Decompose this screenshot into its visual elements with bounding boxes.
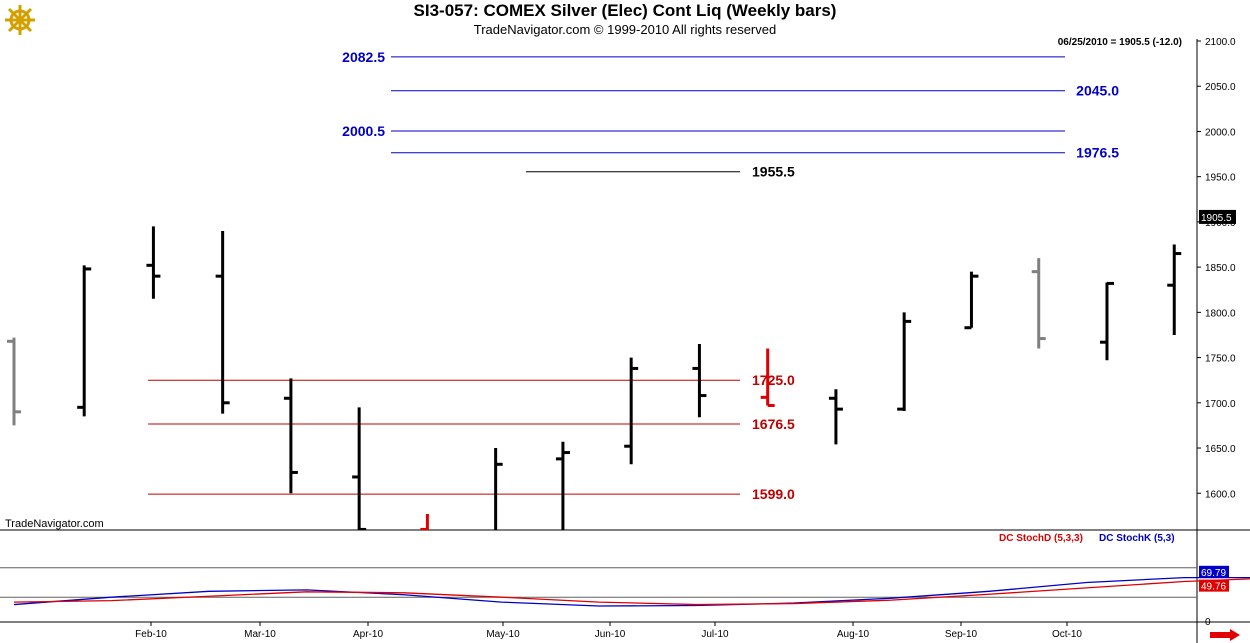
last-quote: 06/25/2010 = 1905.5 (-12.0)	[1057, 37, 1182, 48]
ohlc-bar	[624, 357, 639, 465]
level-label: 1676.5	[752, 416, 795, 432]
ohlc-bar	[283, 378, 298, 494]
osc-tick-label: 0	[1205, 617, 1211, 628]
y-tick-label: 1800.0	[1205, 308, 1236, 319]
ohlc-bar	[1236, 231, 1250, 397]
ohlc-bar	[77, 265, 92, 417]
x-tick-label: Jun-10	[595, 629, 626, 640]
osc-series-line	[13, 578, 1250, 606]
ohlc-bar	[760, 348, 775, 408]
osc-series-line	[13, 576, 1250, 607]
y-tick-label: 1850.0	[1205, 263, 1236, 274]
level-label: 2045.0	[1076, 83, 1119, 99]
ohlc-bar	[146, 226, 161, 299]
chart-frame	[0, 39, 1250, 643]
x-tick-label: Sep-10	[945, 629, 978, 640]
x-tick-label: Mar-10	[244, 629, 276, 640]
y-tick-label: 1600.0	[1205, 489, 1236, 500]
osc-value-box	[1199, 579, 1229, 592]
x-tick-label: Feb-10	[135, 629, 167, 640]
scroll-right-arrow-icon[interactable]	[1210, 629, 1240, 641]
chart-title: SI3-057: COMEX Silver (Elec) Cont Liq (W…	[413, 1, 837, 20]
osc-value-label: 69.79	[1201, 568, 1226, 579]
x-tick-label: May-10	[486, 629, 520, 640]
y-tick-label: 2100.0	[1205, 37, 1236, 48]
ohlc-bar	[1099, 281, 1114, 361]
x-tick-label: Jul-10	[701, 629, 729, 640]
ohlc-bar	[964, 271, 979, 330]
y-tick-label: 1650.0	[1205, 444, 1236, 455]
y-tick-label: 2050.0	[1205, 82, 1236, 93]
level-label: 1976.5	[1076, 145, 1119, 161]
y-tick-label: 1750.0	[1205, 354, 1236, 365]
level-label: 1599.0	[752, 486, 795, 502]
ohlc-bar	[897, 312, 912, 411]
x-tick-label: Oct-10	[1052, 629, 1082, 640]
watermark: TradeNavigator.com	[5, 518, 104, 530]
ohlc-bar	[828, 389, 843, 445]
last-price-box	[1199, 209, 1236, 224]
time-axis: Feb-10 Mar-10 Apr-10 May-10 Jun-10 Jul-10 Aug-…	[135, 622, 1082, 640]
ohlc-bar	[555, 441, 570, 530]
price-axis: 1600.01650.01700.01750.01800.01850.01900…	[1197, 37, 1236, 500]
ohlc-bar	[1031, 258, 1046, 349]
stochastic-panel: 69.79 49.76 0	[0, 565, 1250, 628]
ship-wheel-logo-icon	[5, 5, 35, 35]
x-tick-label: Aug-10	[837, 629, 870, 640]
osc-value-label: 49.76	[1201, 582, 1226, 593]
y-tick-label: 1950.0	[1205, 173, 1236, 184]
x-tick-label: Apr-10	[353, 629, 383, 640]
ohlc-bar	[1167, 244, 1182, 335]
ohlc-bar	[215, 230, 230, 414]
level-label: 2000.5	[342, 123, 385, 139]
level-label: 1955.5	[752, 164, 795, 180]
ohlc-bar	[420, 514, 429, 530]
price-bars	[7, 226, 1250, 530]
osc-value-box	[1199, 565, 1229, 578]
stoch-k-legend: DC StochK (5,3)	[1099, 533, 1175, 544]
ohlc-bar	[494, 448, 503, 530]
ohlc-bar	[692, 344, 707, 418]
level-label: 2082.5	[342, 49, 385, 65]
chart-subtitle: TradeNavigator.com © 1999-2010 All right…	[473, 22, 777, 37]
last-price-label: 1905.5	[1201, 213, 1232, 224]
y-tick-label: 1700.0	[1205, 399, 1236, 410]
level-label: 1725.0	[752, 372, 795, 388]
y-tick-label: 2000.0	[1205, 127, 1236, 138]
stoch-d-legend: DC StochD (5,3,3)	[999, 533, 1083, 544]
ohlc-bar	[7, 337, 21, 426]
price-levels: 2082.5 2045.0 2000.5 1976.5 1955.5 1725.0 1676…	[148, 49, 1119, 502]
ohlc-bar	[352, 407, 367, 530]
